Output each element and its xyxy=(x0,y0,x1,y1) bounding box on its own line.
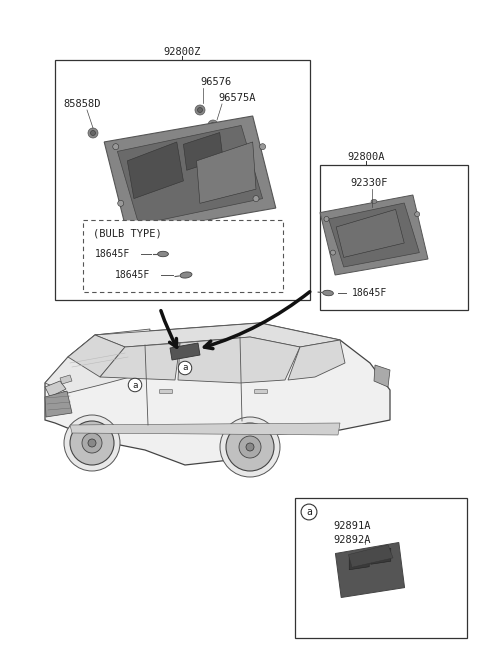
Text: a: a xyxy=(182,363,188,373)
Circle shape xyxy=(239,436,261,458)
Ellipse shape xyxy=(157,251,168,256)
Polygon shape xyxy=(288,340,345,380)
Circle shape xyxy=(82,433,102,453)
Ellipse shape xyxy=(371,199,377,203)
Text: 18645F: 18645F xyxy=(95,249,130,259)
Polygon shape xyxy=(104,116,276,234)
Polygon shape xyxy=(170,343,200,360)
Ellipse shape xyxy=(180,272,192,278)
Polygon shape xyxy=(329,203,420,267)
Polygon shape xyxy=(374,365,390,387)
Polygon shape xyxy=(68,335,125,377)
FancyBboxPatch shape xyxy=(295,498,467,638)
FancyBboxPatch shape xyxy=(55,60,310,300)
Circle shape xyxy=(88,439,96,447)
Circle shape xyxy=(113,144,119,150)
Circle shape xyxy=(415,212,420,216)
Text: 92330F: 92330F xyxy=(350,178,387,188)
Circle shape xyxy=(330,250,336,255)
Circle shape xyxy=(70,421,114,465)
Polygon shape xyxy=(336,209,404,257)
Text: 92800A: 92800A xyxy=(347,152,385,162)
Text: a: a xyxy=(306,507,312,517)
Circle shape xyxy=(208,120,218,130)
Polygon shape xyxy=(127,142,183,199)
Polygon shape xyxy=(349,554,369,570)
FancyBboxPatch shape xyxy=(254,390,267,394)
Polygon shape xyxy=(45,323,390,465)
Text: 92891A: 92891A xyxy=(333,521,371,531)
Polygon shape xyxy=(118,125,263,224)
Polygon shape xyxy=(100,343,180,380)
Circle shape xyxy=(226,423,274,471)
Circle shape xyxy=(64,415,120,471)
Text: 96575A: 96575A xyxy=(218,93,255,103)
Polygon shape xyxy=(320,195,428,275)
Circle shape xyxy=(324,216,329,222)
Circle shape xyxy=(260,144,265,150)
Polygon shape xyxy=(183,133,223,171)
Text: 92800Z: 92800Z xyxy=(163,47,201,57)
Circle shape xyxy=(220,417,280,477)
Circle shape xyxy=(88,128,98,138)
Text: 18645F: 18645F xyxy=(352,288,387,298)
FancyBboxPatch shape xyxy=(83,220,283,292)
Text: 92892A: 92892A xyxy=(333,535,371,545)
Circle shape xyxy=(197,108,203,112)
Circle shape xyxy=(211,123,216,127)
Polygon shape xyxy=(60,375,72,384)
Polygon shape xyxy=(45,329,150,393)
Polygon shape xyxy=(371,548,391,564)
Circle shape xyxy=(253,195,259,201)
Polygon shape xyxy=(45,381,66,397)
Circle shape xyxy=(246,443,254,451)
Polygon shape xyxy=(348,544,393,567)
Text: (BULB TYPE): (BULB TYPE) xyxy=(93,229,162,239)
Circle shape xyxy=(195,105,205,115)
Text: 85858D: 85858D xyxy=(63,99,100,109)
Text: 18645F: 18645F xyxy=(115,270,150,280)
Polygon shape xyxy=(70,423,340,435)
FancyBboxPatch shape xyxy=(159,390,172,394)
Ellipse shape xyxy=(323,290,334,296)
Polygon shape xyxy=(45,391,72,417)
Polygon shape xyxy=(197,142,256,203)
FancyBboxPatch shape xyxy=(320,165,468,310)
Text: 96576: 96576 xyxy=(200,77,231,87)
Circle shape xyxy=(91,131,96,136)
Polygon shape xyxy=(336,543,405,598)
Polygon shape xyxy=(178,337,300,383)
Circle shape xyxy=(118,200,124,207)
Text: a: a xyxy=(132,380,138,390)
Polygon shape xyxy=(95,323,340,347)
